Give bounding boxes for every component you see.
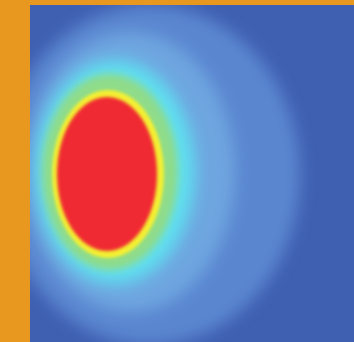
heat-blobs [30, 5, 300, 342]
red-core [57, 97, 157, 251]
